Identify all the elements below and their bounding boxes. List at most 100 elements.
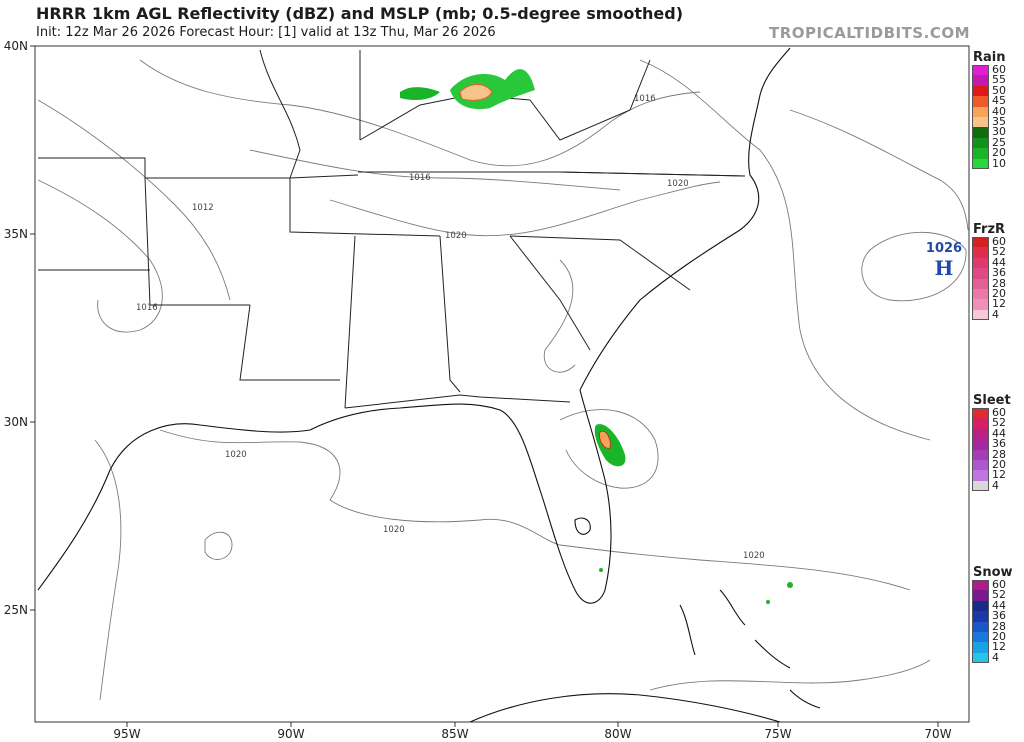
legend-swatch — [972, 652, 989, 664]
isobar-1016-mid — [249, 149, 621, 191]
legend-level: 28 — [972, 448, 1022, 460]
legend-level: 12 — [972, 468, 1022, 482]
rain-cell-fl-south — [599, 568, 603, 572]
legend-swatch — [972, 288, 989, 300]
legend-level: 60 — [972, 235, 1022, 248]
legend-scale: 60 52 44 36 28 20 12 4 — [972, 235, 1022, 321]
coast-bahamas-1 — [679, 604, 696, 656]
legend-swatch — [972, 148, 989, 159]
legend-swatch — [972, 75, 989, 86]
legend-level: 10 — [972, 156, 1022, 170]
legend-level-label: 20 — [992, 286, 1006, 300]
lon-label: 95W — [113, 727, 140, 741]
legend-level: 52 — [972, 246, 1022, 258]
legend-level: 55 — [972, 74, 1022, 86]
legend-level-label: 52 — [992, 416, 1006, 430]
legend-swatch — [972, 590, 989, 601]
legend-level-label: 60 — [992, 406, 1006, 419]
legend-swatch — [972, 470, 989, 481]
isobar-1020-gulf — [159, 429, 911, 591]
map-subtitle: Init: 12z Mar 26 2026 Forecast Hour: [1]… — [36, 25, 496, 40]
legend-swatch — [972, 449, 989, 460]
legend-level-label: 40 — [992, 104, 1006, 118]
coast-bahamas-4 — [789, 689, 821, 709]
legend-swatch — [972, 96, 989, 107]
legend-title: Rain — [973, 50, 1006, 65]
legend-swatch — [972, 106, 989, 117]
legend-rain: Rain 60 55 50 45 40 35 30 25 20 10 — [972, 50, 1022, 169]
isobar-labels: 1016 1016 1012 1020 1016 1020 1020 1020 … — [136, 94, 765, 561]
legend-level-label: 20 — [992, 457, 1006, 471]
legend-swatch — [972, 309, 989, 321]
border-mo-il — [259, 49, 301, 179]
isobar-label: 1020 — [225, 450, 247, 460]
legend-level-label: 28 — [992, 619, 1006, 633]
legend-level-label: 12 — [992, 468, 1006, 482]
rain-core-ohio-valley — [459, 84, 493, 101]
legend-level: 4 — [972, 308, 1022, 321]
map-title: HRRR 1km AGL Reflectivity (dBZ) and MSLP… — [36, 4, 684, 23]
legend-swatch — [972, 116, 989, 128]
legend-level-label: 36 — [992, 266, 1006, 280]
legend-level: 20 — [972, 629, 1022, 643]
state-borders — [38, 49, 746, 409]
high-pressure-letter: H — [935, 256, 954, 280]
coast-bahamas-3 — [754, 639, 791, 669]
high-pressure-value: 1026 — [926, 241, 962, 256]
legend-frzr: FrzR 60 52 44 36 28 20 12 4 — [972, 222, 1022, 320]
legend-swatch — [972, 85, 989, 97]
legend-level-label: 30 — [992, 125, 1006, 139]
legend-level-label: 28 — [992, 276, 1006, 290]
border-mo-ar — [38, 157, 146, 178]
legend-level: 20 — [972, 457, 1022, 471]
legend-swatch — [972, 278, 989, 289]
isobar-south — [649, 659, 931, 691]
legend-title: FrzR — [973, 222, 1006, 237]
isobar-1020-east — [639, 59, 931, 441]
legend-scale: 60 55 50 45 40 35 30 25 20 10 — [972, 64, 1022, 170]
legend-swatch — [972, 237, 989, 248]
border-al-ga — [439, 235, 461, 393]
legend-level: 60 — [972, 64, 1022, 76]
legend-level: 52 — [972, 416, 1022, 430]
legend-level-label: 10 — [992, 156, 1006, 170]
legend-level-label: 25 — [992, 135, 1006, 149]
border-la-ms — [239, 304, 340, 381]
legend-title: Sleet — [973, 393, 1011, 408]
legend-swatch — [972, 299, 989, 310]
coast-lake-o — [574, 517, 591, 535]
legend-level: 50 — [972, 84, 1022, 97]
isobar-contours — [37, 59, 969, 701]
lon-label: 90W — [277, 727, 304, 741]
lon-label: 85W — [441, 727, 468, 741]
border-ms-tn — [289, 178, 441, 237]
legend-sleet: Sleet 60 52 44 36 28 20 12 4 — [972, 393, 1022, 491]
legend-level: 44 — [972, 427, 1022, 439]
border-va-nc — [559, 171, 746, 177]
isobar-label: 1020 — [445, 231, 467, 241]
legend-level: 60 — [972, 406, 1022, 419]
isobar-label: 1020 — [383, 525, 405, 535]
isobar-label: 1020 — [667, 179, 689, 189]
legend-level-label: 20 — [992, 629, 1006, 643]
map-frame — [34, 45, 970, 723]
lat-label: 35N — [4, 227, 28, 241]
isobar-1020-atlantic — [789, 109, 969, 231]
reflectivity-areas — [400, 69, 793, 604]
lat-label: 30N — [4, 415, 28, 429]
legend-swatch — [972, 127, 989, 138]
legend-level: 28 — [972, 619, 1022, 633]
legend-swatch — [972, 247, 989, 258]
isobar-label: 1016 — [136, 303, 158, 313]
legend-swatch — [972, 600, 989, 612]
legend-level-label: 60 — [992, 235, 1006, 248]
isobar-1016-north — [139, 59, 701, 167]
coastlines — [37, 47, 821, 723]
border-ga-fl — [344, 394, 571, 409]
legend-level: 20 — [972, 286, 1022, 300]
isobar-1020-mid — [329, 181, 721, 237]
legend-snow: Snow 60 52 44 36 28 20 12 4 — [972, 565, 1022, 663]
brand-watermark: TROPICALTIDBITS.COM — [769, 24, 970, 42]
isobar-1020-nc — [543, 259, 576, 373]
